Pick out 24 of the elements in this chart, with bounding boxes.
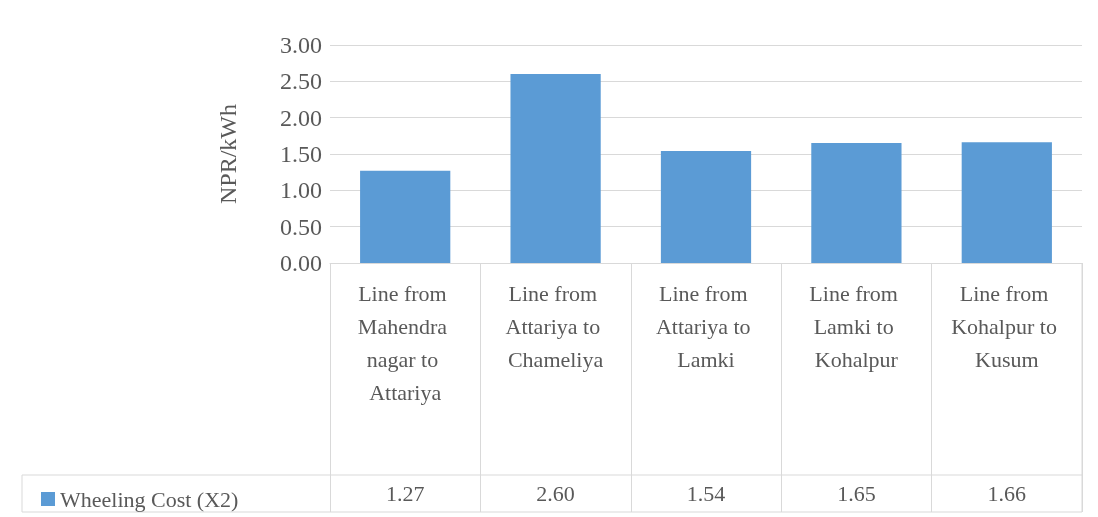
bar: [660, 151, 752, 263]
data-label: 1.27: [385, 481, 425, 506]
data-label: 2.60: [536, 481, 575, 506]
data-label: 1.54: [686, 481, 726, 506]
bar: [811, 143, 902, 263]
data-label: 1.66: [987, 481, 1027, 506]
x-tick-label: Line from Mahendra nagar to Attariya: [357, 281, 453, 405]
y-axis-title: NPR/kWh: [215, 103, 241, 205]
x-tick-label: Line from Attariya to Chameliya: [505, 281, 606, 372]
x-tick-label: Line from Kohalpur to Kusum: [951, 281, 1063, 372]
bar: [360, 170, 451, 263]
y-tick-label: 1.50: [280, 141, 322, 167]
y-tick-label: 2.50: [280, 68, 322, 95]
bar: [510, 74, 601, 263]
x-tick-label: Line from Lamki to Kohalpur: [809, 281, 904, 372]
legend-label: Wheeling Cost (X2): [60, 486, 239, 512]
y-tick-label: 2.00: [280, 104, 322, 131]
y-tick-label: 1.00: [280, 177, 322, 204]
y-tick-label: 0.50: [280, 213, 322, 240]
y-tick-label: 3.00: [280, 32, 322, 58]
bar: [961, 142, 1052, 263]
data-label: 1.65: [837, 481, 876, 506]
y-tick-label: 0.00: [280, 250, 322, 276]
x-tick-label: Line from Attariya to Lamki: [655, 281, 757, 372]
